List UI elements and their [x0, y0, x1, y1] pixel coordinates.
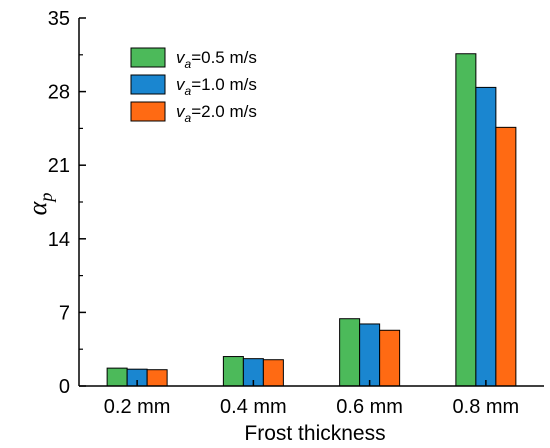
bar-1-2 [222, 356, 244, 387]
bar-2-4 [475, 86, 497, 387]
bar-2-3 [359, 323, 381, 387]
x-axis-title: Frost thickness [244, 422, 385, 445]
y-tick-label: 7 [59, 302, 70, 324]
bar-3-4 [495, 126, 517, 387]
x-tick-label: 0.6 mm [336, 396, 403, 418]
legend-label-2: va=1.0 m/s [176, 75, 257, 98]
y-tick-label: 0 [59, 376, 70, 398]
bar-1-4 [455, 53, 477, 387]
bar-3-3 [379, 329, 401, 387]
legend-swatch-1 [130, 47, 166, 68]
x-tick-label: 0.2 mm [104, 396, 171, 418]
bar-1-3 [339, 318, 361, 387]
x-tick-label: 0.8 mm [453, 396, 520, 418]
y-tick-label: 14 [48, 229, 70, 251]
y-axis-symbol: α [23, 200, 52, 215]
legend: va=0.5 m/s va=1.0 m/s va=2.0 m/s [130, 47, 257, 125]
legend-label-3: va=2.0 m/s [176, 102, 257, 125]
legend-swatch-3 [130, 101, 166, 122]
x-tick-label: 0.4 mm [220, 396, 287, 418]
y-axis-subscript: p [36, 193, 56, 204]
bar-3-1 [146, 369, 168, 387]
y-ticks: 0 7 14 21 28 35 [48, 8, 86, 398]
y-axis-title: αp [23, 193, 56, 216]
y-tick-label: 35 [48, 8, 70, 30]
legend-swatch-2 [130, 74, 166, 95]
bar-1-1 [106, 367, 128, 387]
bar-3-2 [262, 359, 284, 387]
y-tick-label: 21 [48, 155, 70, 177]
legend-label-1: va=0.5 m/s [176, 48, 257, 71]
x-ticks: 0.2 mm 0.4 mm 0.6 mm 0.8 mm [104, 380, 519, 418]
bars [106, 53, 517, 387]
y-tick-label: 28 [48, 82, 70, 104]
